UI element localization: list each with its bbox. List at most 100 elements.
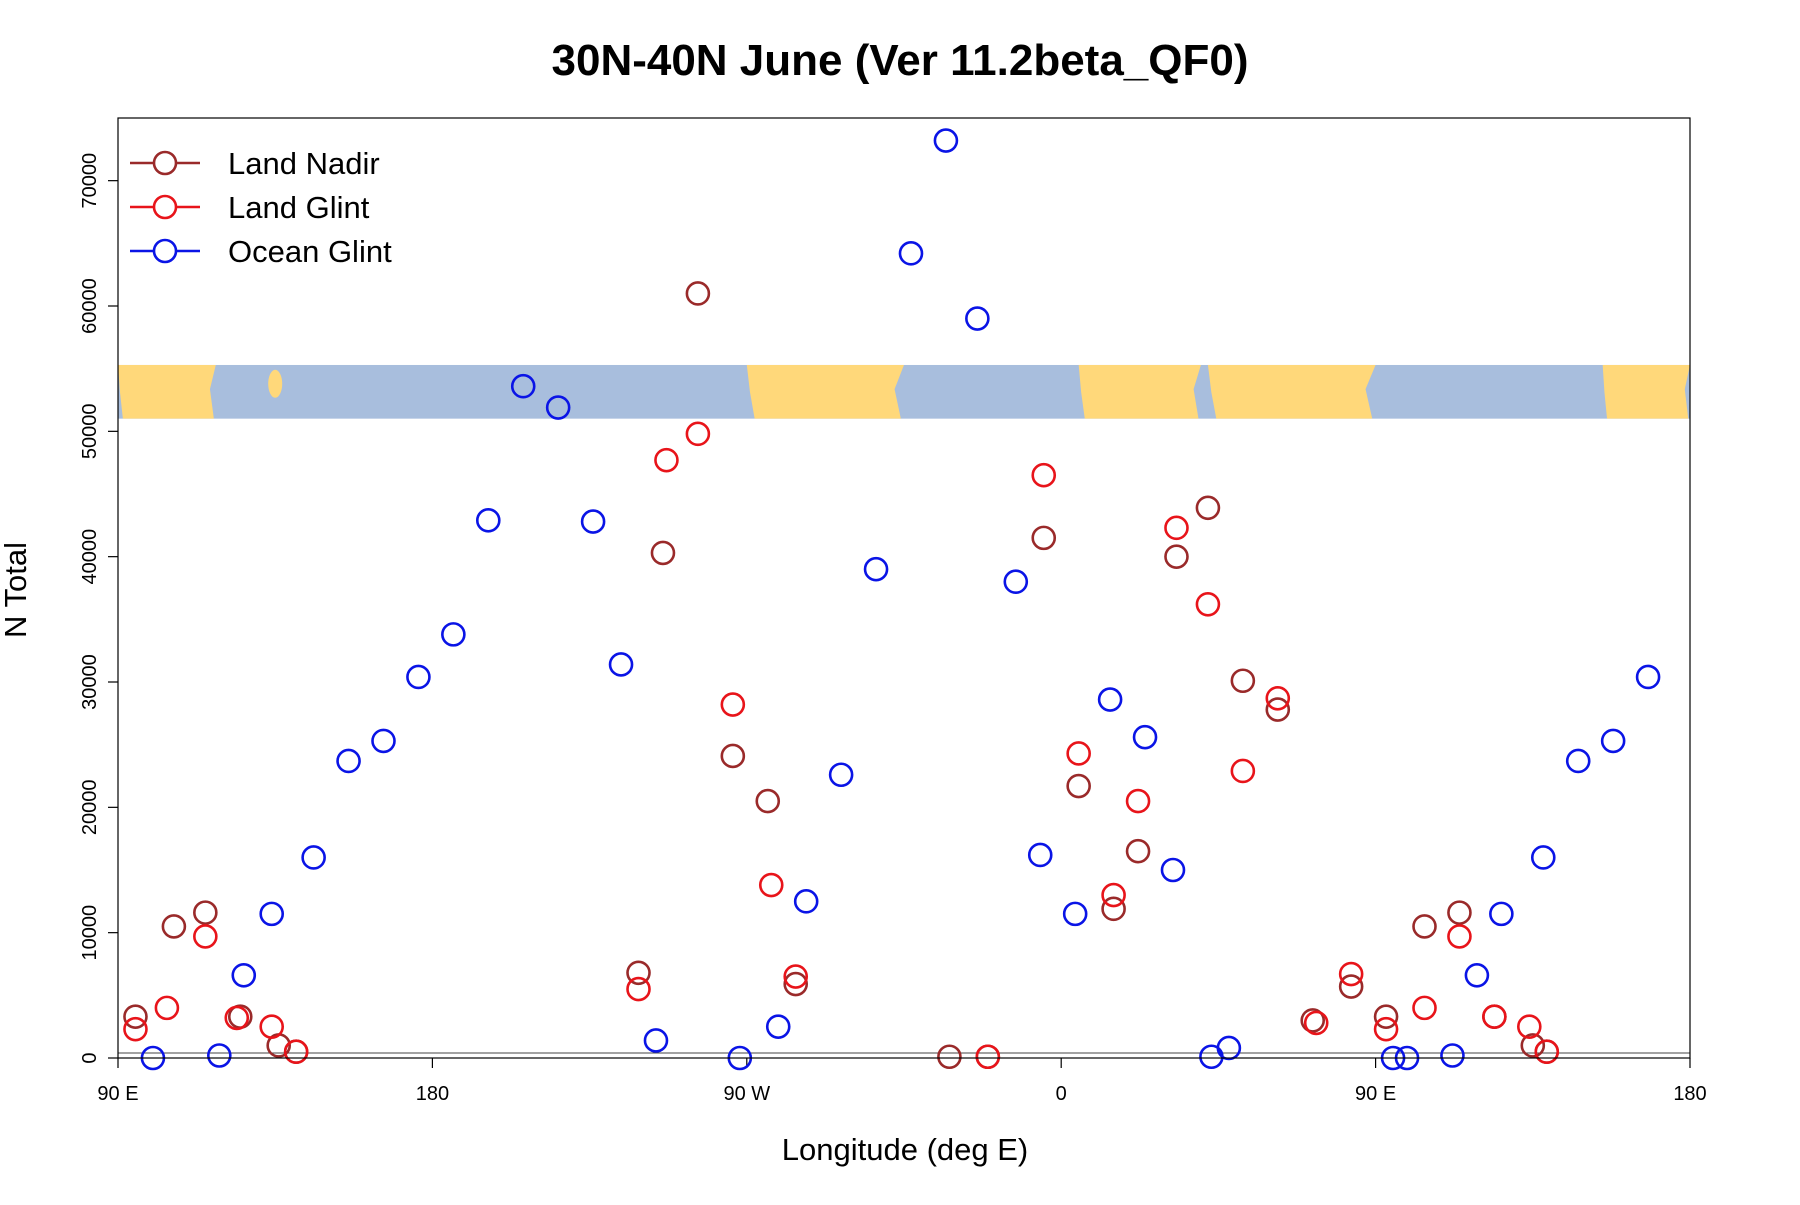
data-point [1373,1016,1399,1042]
data-point [406,664,431,690]
data-point [510,373,536,399]
data-point [259,901,285,927]
data-point [1412,914,1437,939]
data-point [1635,664,1661,690]
data-point [1517,1014,1542,1039]
map-strip [118,364,1690,419]
map-ocean [118,364,1690,419]
data-point [301,845,326,870]
data-point [755,788,781,814]
data-point [650,540,676,566]
data-point [1216,1035,1242,1061]
data-point [441,622,466,647]
legend-marker [152,238,178,264]
y-tick-label: 50000 [79,404,101,460]
data-point [1520,1033,1546,1058]
data-point [758,872,784,898]
data-point [1412,995,1437,1021]
data-point [643,1028,669,1053]
data-point [1097,687,1123,712]
data-point [1066,773,1091,799]
data-point [720,743,746,769]
data-point [965,306,990,331]
data-point [1265,697,1291,722]
data-point [1530,845,1556,870]
series-ocean-glint [140,128,1661,1071]
data-point [193,900,218,925]
x-tick-label: 90 W [723,1083,770,1105]
data-point [1230,668,1256,694]
data-point [1027,842,1053,868]
x-tick-label: 90 E [1355,1083,1396,1105]
data-point [1447,924,1472,949]
map-land [1078,364,1201,419]
data-point [1338,961,1364,987]
data-point [1300,1008,1326,1033]
data-point [1447,900,1472,925]
map-island [1620,369,1635,398]
data-point [231,962,257,988]
data-points [123,128,1661,1071]
chart-title: 30N-40N June (Ver 11.2beta_QF0) [552,36,1249,85]
data-point [207,1043,232,1068]
data-point [1164,515,1189,541]
data-point [1489,901,1514,927]
data-point [1003,569,1029,595]
data-point [1265,685,1291,711]
data-point [937,1044,962,1070]
legend-label: Land Glint [228,190,370,225]
map-land [746,364,904,419]
legend-item: Land Glint [130,190,370,225]
data-point [863,556,889,582]
data-point [898,241,924,266]
data-point [1160,857,1186,883]
data-point [1066,741,1091,766]
data-point [1195,495,1221,521]
x-tick-label: 0 [1056,1083,1067,1105]
data-point [224,1005,250,1031]
y-axis: 0 10000 20000 30000 40000 50000 60000 70000 [79,153,118,1064]
data-point [720,692,746,717]
data-point [1464,962,1490,988]
y-tick-label: 10000 [79,905,101,961]
x-axis-label: Longitude (deg E) [782,1132,1028,1167]
data-point [1373,1004,1399,1029]
x-tick-label: 180 [416,1083,449,1105]
data-point [1125,838,1151,864]
legend-marker [152,194,178,220]
data-point [654,447,679,473]
data-point [193,924,218,949]
data-point [1195,591,1221,617]
data-point [1125,788,1151,814]
data-point [1230,758,1256,784]
data-point [154,995,180,1021]
y-tick-label: 40000 [79,529,101,585]
legend-item: Ocean Glint [130,234,392,269]
data-point [336,748,361,774]
data-point [161,914,187,939]
y-tick-label: 20000 [79,780,101,836]
data-point [1303,1010,1329,1036]
map-land [118,364,216,419]
y-tick-label: 60000 [79,278,101,334]
data-point [1482,1004,1507,1029]
legend: Land Nadir Land Glint Ocean Glint [130,146,392,269]
data-point [580,509,606,534]
legend-item: Land Nadir [130,146,380,181]
data-point [626,960,651,986]
data-point [1440,1043,1465,1068]
data-point [1101,882,1126,908]
data-point [123,1016,148,1042]
legend-marker [152,150,178,176]
data-point [1164,544,1189,569]
plot-frame [117,117,1691,1059]
legend-label: Ocean Glint [228,234,392,269]
map-land [1207,364,1376,419]
zero-line [118,1052,1690,1059]
y-tick-label: 30000 [79,654,101,710]
x-tick-label: 90 E [97,1083,138,1105]
data-point [283,1039,309,1065]
data-point [685,281,711,306]
y-tick-label: 0 [79,1052,101,1063]
